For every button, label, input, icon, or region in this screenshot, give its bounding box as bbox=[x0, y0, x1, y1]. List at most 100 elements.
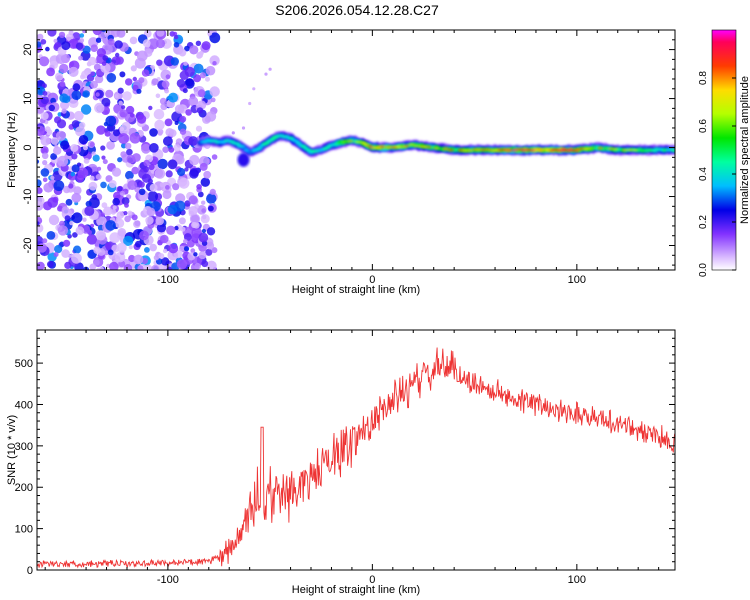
noise-cell bbox=[53, 252, 59, 257]
noise-cell bbox=[179, 115, 187, 123]
noise-cell bbox=[53, 146, 62, 155]
noise-cell bbox=[57, 155, 69, 167]
noise-cell bbox=[86, 234, 98, 245]
noise-cell bbox=[158, 253, 165, 260]
noise-cell bbox=[40, 39, 47, 45]
noise-cell bbox=[165, 185, 170, 190]
snr-plot: -100 0 100 0 100 200 300 400 500 Height of strai… bbox=[6, 329, 676, 596]
noise-cell bbox=[119, 109, 128, 118]
noise-cell bbox=[113, 191, 121, 200]
noise-cell bbox=[155, 216, 164, 226]
noise-cell bbox=[191, 221, 198, 229]
noise-cell bbox=[101, 202, 108, 209]
noise-cell bbox=[196, 107, 204, 114]
noise-cell bbox=[114, 218, 125, 228]
noise-cell bbox=[91, 151, 96, 156]
x-tick-label: 100 bbox=[568, 274, 586, 286]
noise-cell bbox=[127, 210, 133, 216]
noise-cell bbox=[138, 181, 145, 188]
noise-cell bbox=[134, 220, 141, 227]
noise-cell bbox=[198, 251, 207, 260]
noise-cell bbox=[183, 239, 188, 244]
noise-cell bbox=[172, 183, 180, 191]
noise-cell bbox=[183, 246, 190, 252]
ridge-cell bbox=[607, 147, 614, 150]
noise-cell bbox=[137, 265, 144, 270]
noise-cell bbox=[89, 142, 95, 147]
noise-cell bbox=[71, 90, 82, 101]
noise-cell bbox=[189, 213, 201, 224]
noise-cell bbox=[107, 249, 114, 256]
stray-cell bbox=[264, 72, 268, 76]
noise-cell bbox=[167, 204, 178, 215]
noise-cell bbox=[160, 257, 170, 266]
noise-cell bbox=[143, 159, 150, 167]
noise-cell bbox=[182, 88, 188, 94]
noise-cell bbox=[210, 97, 216, 103]
noise-cell bbox=[95, 92, 100, 97]
noise-cell bbox=[37, 187, 43, 194]
noise-cell bbox=[136, 50, 148, 62]
noise-cell bbox=[178, 177, 190, 189]
noise-cell bbox=[90, 80, 98, 89]
noise-cell bbox=[153, 109, 165, 120]
noise-cell bbox=[101, 155, 106, 160]
spectrogram-xlabel: Height of straight line (km) bbox=[292, 284, 420, 296]
noise-cell bbox=[201, 200, 206, 205]
noise-cell bbox=[101, 61, 107, 66]
noise-cell bbox=[149, 128, 158, 137]
x-tick-label: 0 bbox=[369, 574, 375, 586]
noise-cell bbox=[46, 67, 55, 77]
noise-cell bbox=[59, 220, 65, 227]
noise-cell bbox=[201, 228, 206, 234]
noise-cell bbox=[205, 248, 213, 256]
noise-cell bbox=[139, 230, 149, 241]
noise-cell bbox=[160, 69, 172, 81]
snr-series-line bbox=[37, 347, 675, 570]
noise-cell bbox=[151, 78, 159, 86]
noise-cell bbox=[205, 65, 216, 76]
noise-cell bbox=[159, 182, 165, 188]
noise-cell bbox=[196, 51, 204, 59]
noise-cell bbox=[117, 186, 123, 192]
noise-cell bbox=[180, 226, 186, 232]
noise-cell bbox=[206, 241, 215, 250]
noise-cell bbox=[138, 188, 146, 196]
noise-cell bbox=[117, 157, 123, 163]
noise-cell bbox=[65, 198, 73, 206]
noise-cell bbox=[48, 104, 55, 112]
noise-cell bbox=[145, 216, 154, 225]
noise-cell bbox=[197, 89, 206, 98]
noise-cell bbox=[101, 97, 111, 107]
noise-cell bbox=[80, 104, 92, 115]
noise-cell bbox=[57, 205, 63, 212]
x-tick-label: 0 bbox=[369, 274, 375, 286]
noise-cell bbox=[129, 132, 141, 144]
noise-cell bbox=[174, 200, 186, 212]
noise-cell bbox=[133, 254, 144, 265]
noise-cell bbox=[126, 154, 136, 164]
ridge-cell bbox=[403, 145, 410, 147]
noise-cell bbox=[79, 33, 85, 38]
y-tick-label: 10 bbox=[22, 92, 34, 104]
noise-cell bbox=[208, 205, 214, 212]
noise-cell bbox=[162, 146, 169, 153]
noise-cell bbox=[53, 180, 65, 192]
colorbar-tick-label: 0.6 bbox=[698, 119, 709, 133]
noise-cell bbox=[175, 193, 186, 204]
y-tick-label: 0 bbox=[22, 144, 34, 150]
stray-cell bbox=[248, 101, 252, 106]
noise-cell bbox=[61, 206, 70, 214]
noise-cell bbox=[126, 148, 133, 156]
noise-cell bbox=[138, 77, 145, 84]
signal-ridge bbox=[197, 131, 675, 167]
noise-cell bbox=[37, 33, 44, 41]
ridge-cell bbox=[374, 147, 381, 149]
noise-cell bbox=[71, 192, 82, 203]
ridge-cell bbox=[626, 149, 634, 151]
ridge-cell bbox=[671, 148, 675, 153]
noise-cell bbox=[97, 166, 102, 171]
noise-cell bbox=[100, 145, 106, 151]
spectrogram-frame bbox=[36, 29, 676, 271]
noise-cell bbox=[105, 175, 113, 183]
